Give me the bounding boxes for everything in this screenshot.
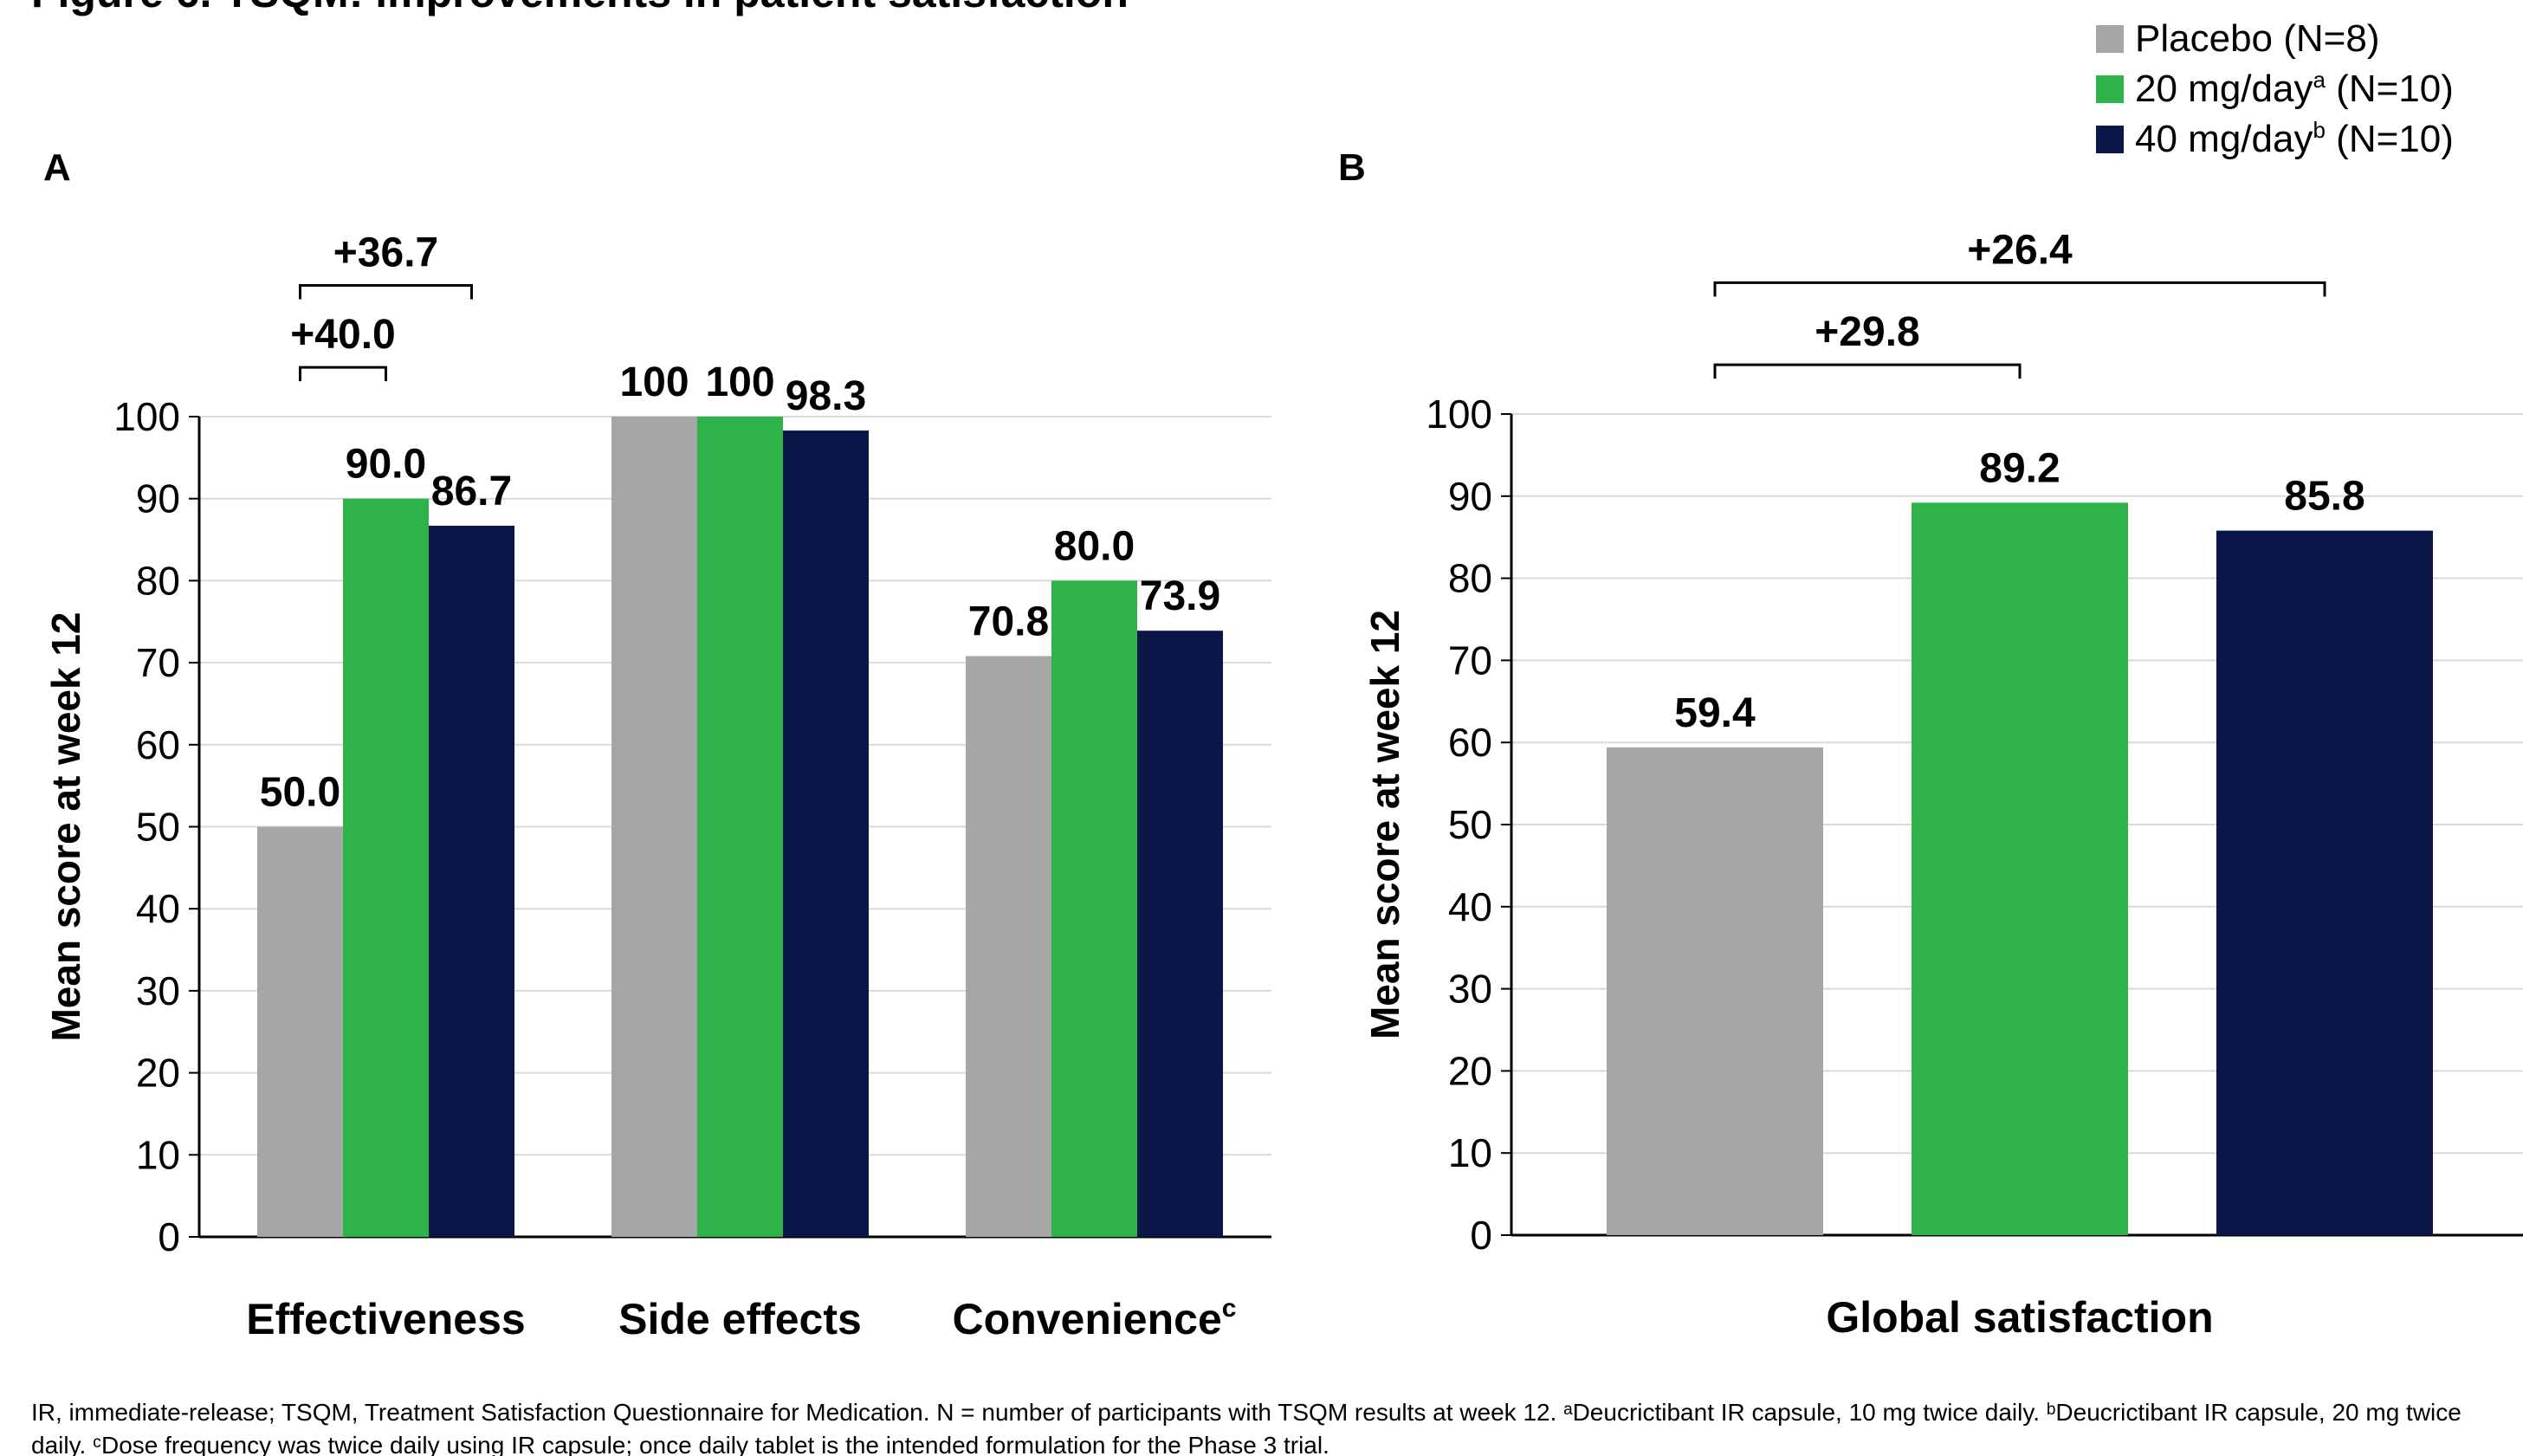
y-axis-label: Mean score at week 12 [43,612,88,1041]
category-label-2: Conveniencec [953,1294,1237,1343]
y-tick-label-30: 30 [136,968,180,1013]
bar-1-0 [611,417,697,1237]
panel-a-letter: A [43,146,71,189]
figure-title: Figure 6. TSQM: improvements in patient … [31,0,1129,16]
bar-2-2 [1137,631,1223,1237]
panel-b-letter: B [1338,146,1366,189]
panel-b-bar-chart: 0 10 20 30 40 50 60 70 80 90 100 Mean score at week… [1362,227,2523,1342]
y-axis-label: Mean score at week 12 [1362,610,1407,1039]
panel-a-bar-chart: 0 10 20 30 40 50 60 70 80 90 100 Mean score at week… [43,230,1271,1343]
y-tick-label-40: 40 [136,886,180,931]
legend-label-1: 20 mg/daya (N=10) [2135,67,2454,110]
bar-1-1 [697,417,783,1237]
y-tick-label-60: 60 [1448,720,1492,765]
y-tick-label-70: 70 [136,640,180,685]
y-tick-label-100: 100 [1426,392,1492,437]
y-tick-label-10: 10 [1448,1130,1492,1175]
y-tick-label-40: 40 [1448,884,1492,929]
y-tick-label-50: 50 [136,805,180,850]
legend-label-2: 40 mg/dayb (N=10) [2135,117,2454,160]
data-label-2-0: 70.8 [968,599,1049,645]
data-label-0-1: 89.2 [1979,445,2060,491]
bar-1-2 [783,430,869,1237]
bar-0-1 [1912,502,2128,1235]
bar-2-1 [1051,580,1137,1237]
y-tick-label-80: 80 [136,558,180,603]
legend: Placebo (N=8) 20 mg/daya (N=10) 40 mg/dayb… [2096,17,2454,160]
data-label-2-1: 80.0 [1054,523,1135,569]
bar-2-0 [966,656,1051,1237]
legend-sup-1: a [2313,67,2326,93]
diff-bracket-1 [299,283,473,300]
bar-0-2 [429,525,514,1237]
diff-label-0: +40.0 [290,312,395,358]
legend-swatch-2 [2096,126,2124,153]
y-tick-label-70: 70 [1448,637,1492,683]
footnote: IR, immediate-release; TSQM, Treatment S… [31,1399,2462,1456]
bar-0-0 [1607,747,1823,1235]
legend-swatch-1 [2096,75,2124,103]
data-label-1-1: 100 [705,359,774,405]
y-tick-label-90: 90 [1448,474,1492,519]
diff-bracket-1 [1713,281,2326,297]
data-label-1-2: 98.3 [786,373,866,419]
legend-label-0: Placebo (N=8) [2135,17,2379,60]
data-label-1-0: 100 [619,359,689,405]
category-label-1: Side effects [618,1295,862,1343]
bar-0-2 [2216,530,2433,1235]
y-tick-label-80: 80 [1448,556,1492,601]
y-tick-label-20: 20 [136,1051,180,1096]
data-label-0-2: 86.7 [431,469,512,514]
y-tick-label-90: 90 [136,476,180,521]
legend-suffix-1: (N=10) [2326,68,2454,110]
data-label-0-0: 50.0 [260,770,340,816]
diff-label-0: +29.8 [1815,309,1919,355]
category-sup-2: c [1222,1294,1237,1323]
y-tick-label-50: 50 [1448,802,1492,847]
data-label-2-2: 73.9 [1140,573,1220,619]
category-label-0: Effectiveness [246,1295,525,1343]
y-tick-label-10: 10 [136,1132,180,1177]
diff-label-1: +26.4 [1967,227,2073,273]
legend-sup-2: b [2313,117,2325,143]
y-tick-label-20: 20 [1448,1048,1492,1093]
y-tick-label-100: 100 [113,394,180,439]
y-tick-label-60: 60 [136,722,180,767]
y-tick-label-0: 0 [158,1214,180,1259]
y-tick-label-0: 0 [1470,1213,1492,1258]
diff-bracket-0 [1713,363,2022,379]
diff-label-1: +36.7 [333,230,438,275]
bar-0-1 [343,498,429,1237]
y-tick-label-30: 30 [1448,967,1492,1012]
bar-0-0 [257,826,343,1237]
diff-bracket-0 [299,366,387,382]
category-label-0: Global satisfaction [1826,1293,2213,1342]
data-label-0-0: 59.4 [1674,690,1756,736]
legend-suffix-2: (N=10) [2326,118,2454,160]
legend-swatch-0 [2096,25,2124,53]
data-label-0-1: 90.0 [346,442,426,488]
data-label-0-2: 85.8 [2284,474,2365,520]
